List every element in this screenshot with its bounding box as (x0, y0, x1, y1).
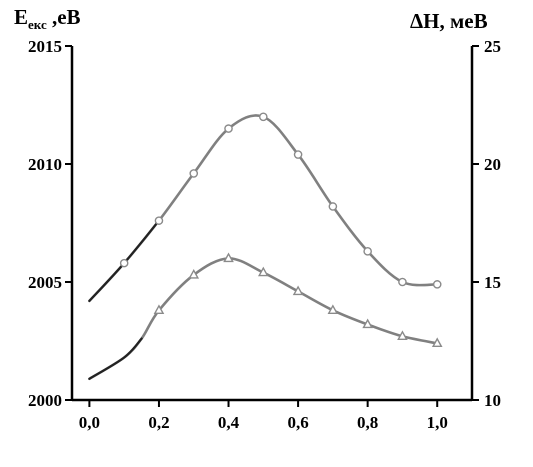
circle-marker (363, 247, 372, 256)
x-tick-label: 1,0 (427, 413, 448, 432)
left-axis-label: Eекс ,eB (14, 5, 81, 32)
right-tick-label: 15 (484, 273, 501, 292)
circle-marker (119, 258, 129, 268)
left-tick-label: 2010 (28, 155, 62, 174)
series-triangle-curve-start (88, 337, 143, 380)
left-tick-label: 2000 (28, 391, 62, 410)
right-axis-label: ΔH, меВ (410, 9, 488, 33)
triangle-marker (431, 337, 443, 348)
left-tick-label: 2015 (28, 37, 62, 56)
circle-marker (259, 112, 268, 122)
x-tick-label: 0,6 (287, 413, 308, 432)
curves (88, 114, 439, 381)
triangle-marker (362, 318, 373, 329)
circle-marker (293, 150, 303, 159)
triangle-marker (292, 285, 304, 296)
circle-marker (224, 124, 233, 133)
series-triangle-curve (88, 257, 439, 381)
triangle-marker (397, 330, 408, 340)
markers (119, 112, 443, 348)
triangle-marker (257, 266, 269, 277)
triangle-marker (223, 252, 234, 263)
triangle-marker (188, 268, 200, 279)
circle-marker (398, 277, 407, 287)
x-tick-label: 0,0 (79, 413, 100, 432)
right-tick-label: 25 (484, 37, 501, 56)
right-tick-label: 20 (484, 155, 501, 174)
x-tick-label: 0,2 (148, 413, 169, 432)
right-tick-label: 10 (484, 391, 501, 410)
x-tick-label: 0,8 (357, 413, 378, 432)
triangle-marker (153, 304, 165, 315)
ticks: 0,0 0,2 0,4 0,6 0,8 1,0 2000 2005 2010 2015 10 15 20… (28, 37, 501, 432)
circle-marker (154, 216, 164, 225)
left-tick-label: 2005 (28, 273, 62, 292)
triangle-marker (327, 304, 339, 315)
circle-marker (189, 169, 199, 178)
circle-marker (328, 202, 338, 211)
circle-marker (432, 280, 442, 289)
x-tick-label: 0,4 (218, 413, 240, 432)
axes (70, 46, 474, 402)
